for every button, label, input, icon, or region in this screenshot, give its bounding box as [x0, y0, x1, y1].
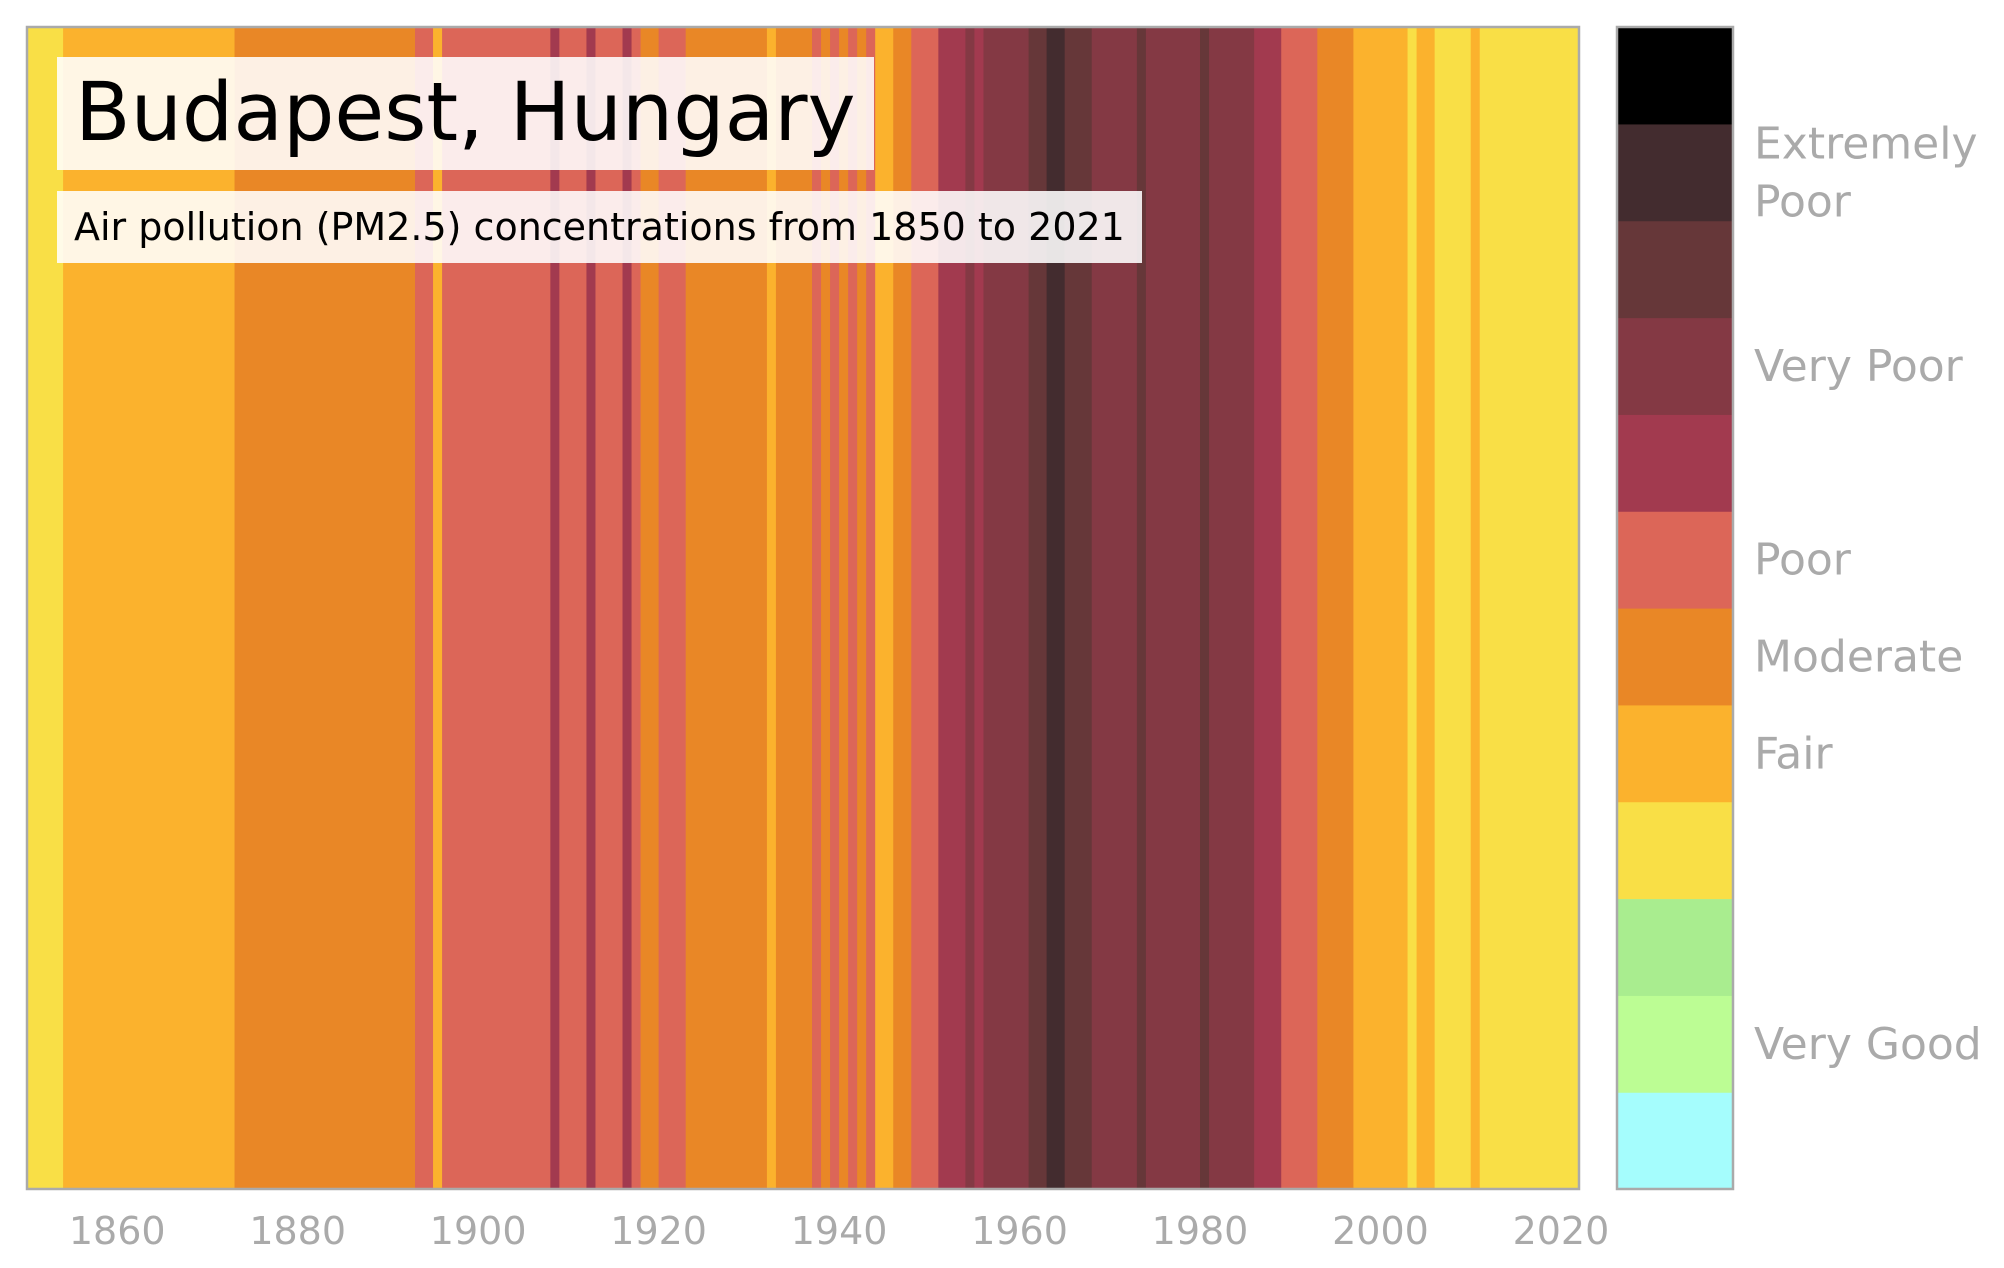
title-box: Budapest, Hungary [57, 57, 874, 170]
colorbar-label-very-poor: Very Poor [1754, 341, 1964, 392]
colorbar-level-7 [1617, 414, 1733, 512]
colorbar [1617, 27, 1733, 1190]
x-tick-label-2020: 2020 [1513, 1209, 1610, 1253]
stripe-1981-1986 [1209, 27, 1255, 1189]
stripe-1997-2003 [1353, 27, 1409, 1189]
stripe-1937-1938 [812, 27, 822, 1189]
stripe-1963-1965 [1046, 27, 1066, 1189]
colorbar-level-4 [1617, 704, 1733, 803]
stripe-2003-2004 [1407, 27, 1418, 1189]
colorbar-level-6 [1617, 511, 1733, 609]
chart-title: Budapest, Hungary [75, 66, 856, 160]
stripe-2010-2011 [1470, 27, 1481, 1189]
stripe-1940-1941 [839, 27, 849, 1189]
stripe-1974-1980 [1145, 27, 1201, 1189]
stripe-1895-1896 [433, 27, 443, 1189]
stripe-1939-1940 [830, 27, 840, 1189]
x-tick-label-2000: 2000 [1332, 1209, 1429, 1253]
stripe-1916-1917 [622, 27, 633, 1189]
stripe-1961-1963 [1028, 27, 1048, 1189]
stripe-1893-1895 [415, 27, 434, 1189]
colorbar-label-very-good: Very Good [1754, 1019, 1982, 1070]
stripe-1989-1993 [1281, 27, 1318, 1189]
x-tick-label-1940: 1940 [791, 1209, 888, 1253]
stripe-1946-1948 [893, 27, 912, 1189]
colorbar-level-3 [1617, 801, 1733, 900]
colorbar-level-1 [1617, 995, 1733, 1093]
stripe-1993-1997 [1317, 27, 1355, 1189]
stripe-1932-1933 [766, 27, 777, 1189]
colorbar-label-extremely-poor: Extremely Poor [1754, 118, 1977, 227]
stripe-1944-1946 [875, 27, 894, 1189]
x-tick-label-1900: 1900 [430, 1209, 527, 1253]
colorbar-level-5 [1617, 608, 1733, 706]
x-axis-ticks: 1860 1880 1900 1920 1940 1960 1980 2000 2020 [69, 1209, 1609, 1253]
plot-frame [25, 25, 1581, 1191]
stripe-2006-2010 [1434, 27, 1472, 1189]
colorbar-level-0 [1617, 1092, 1733, 1190]
stripe-1918-1920 [640, 27, 660, 1189]
colorbar-label-fair: Fair [1754, 728, 1833, 779]
stripe-2011-2022 [1479, 27, 1580, 1189]
x-tick-label-1880: 1880 [249, 1209, 346, 1253]
chart-subtitle: Air pollution (PM2.5) concentrations fro… [74, 205, 1125, 249]
x-tick-label-1920: 1920 [610, 1209, 707, 1253]
stripe-1980-1981 [1200, 27, 1210, 1189]
colorbar-label-moderate: Moderate [1754, 631, 1963, 682]
colorbar-label-poor: Poor [1754, 535, 1852, 586]
colorbar-labels: Very Good Fair Moderate Poor Very Poor Extrem… [1754, 118, 1982, 1070]
colorbar-level-10 [1617, 123, 1733, 222]
stripe-1986-1989 [1254, 27, 1282, 1189]
colorbar-level-8 [1617, 317, 1733, 415]
subtitle-box: Air pollution (PM2.5) concentrations fro… [57, 191, 1142, 263]
colorbar-level-2 [1617, 898, 1733, 996]
x-tick-label-1980: 1980 [1152, 1209, 1249, 1253]
stripe-1941-1942 [848, 27, 858, 1189]
stripe-1954-1955 [965, 27, 976, 1189]
stripe-1917-1918 [631, 27, 642, 1189]
stripe-1973-1974 [1136, 27, 1147, 1189]
stripe-2004-2006 [1416, 27, 1436, 1189]
stripe-1942-1943 [857, 27, 867, 1189]
stripe-1955-1956 [974, 27, 985, 1189]
stripe-1912-1913 [586, 27, 597, 1189]
x-tick-label-1960: 1960 [971, 1209, 1068, 1253]
colorbar-frame [1615, 25, 1735, 1191]
colorbar-level-11 [1617, 27, 1733, 125]
stripe-1908-1909 [550, 27, 560, 1189]
stripe-1943-1944 [866, 27, 876, 1189]
stripe-1938-1939 [821, 27, 831, 1189]
colorbar-level-9 [1617, 220, 1733, 319]
x-tick-label-1860: 1860 [69, 1209, 166, 1253]
